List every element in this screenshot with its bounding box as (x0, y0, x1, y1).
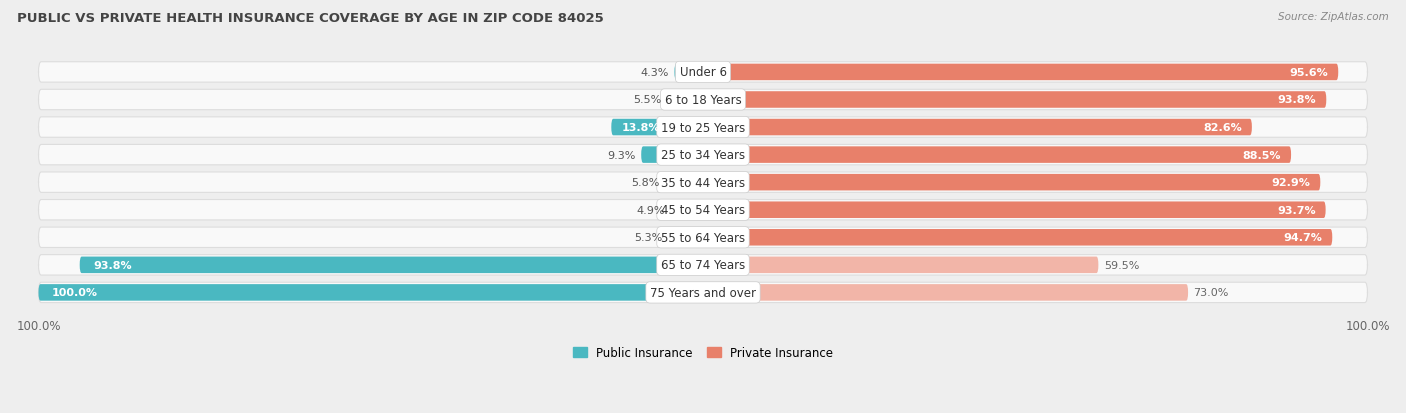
FancyBboxPatch shape (38, 200, 1368, 221)
Text: 25 to 34 Years: 25 to 34 Years (661, 149, 745, 162)
Text: 35 to 44 Years: 35 to 44 Years (661, 176, 745, 189)
Text: 19 to 25 Years: 19 to 25 Years (661, 121, 745, 134)
Text: 93.7%: 93.7% (1277, 205, 1316, 215)
FancyBboxPatch shape (38, 285, 703, 301)
Text: 5.5%: 5.5% (633, 95, 661, 105)
FancyBboxPatch shape (80, 257, 703, 273)
FancyBboxPatch shape (675, 64, 703, 81)
FancyBboxPatch shape (703, 64, 1339, 81)
Text: 4.3%: 4.3% (641, 68, 669, 78)
Text: 13.8%: 13.8% (621, 123, 659, 133)
FancyBboxPatch shape (703, 92, 1326, 109)
FancyBboxPatch shape (703, 147, 1291, 164)
Text: 100.0%: 100.0% (52, 288, 98, 298)
Text: PUBLIC VS PRIVATE HEALTH INSURANCE COVERAGE BY AGE IN ZIP CODE 84025: PUBLIC VS PRIVATE HEALTH INSURANCE COVER… (17, 12, 603, 25)
FancyBboxPatch shape (703, 202, 1326, 218)
Text: Source: ZipAtlas.com: Source: ZipAtlas.com (1278, 12, 1389, 22)
Text: 45 to 54 Years: 45 to 54 Years (661, 204, 745, 217)
FancyBboxPatch shape (612, 119, 703, 136)
Text: 5.8%: 5.8% (631, 178, 659, 188)
FancyBboxPatch shape (38, 173, 1368, 193)
Text: 55 to 64 Years: 55 to 64 Years (661, 231, 745, 244)
Text: 9.3%: 9.3% (607, 150, 636, 160)
FancyBboxPatch shape (641, 147, 703, 164)
FancyBboxPatch shape (668, 230, 703, 246)
Text: 93.8%: 93.8% (1278, 95, 1316, 105)
FancyBboxPatch shape (703, 174, 1320, 191)
FancyBboxPatch shape (38, 282, 1368, 303)
FancyBboxPatch shape (666, 92, 703, 109)
FancyBboxPatch shape (703, 230, 1333, 246)
Text: 88.5%: 88.5% (1243, 150, 1281, 160)
Text: 92.9%: 92.9% (1271, 178, 1310, 188)
FancyBboxPatch shape (38, 255, 1368, 275)
Legend: Public Insurance, Private Insurance: Public Insurance, Private Insurance (567, 340, 839, 365)
Text: 73.0%: 73.0% (1194, 288, 1229, 298)
Text: 82.6%: 82.6% (1204, 123, 1241, 133)
Text: 65 to 74 Years: 65 to 74 Years (661, 259, 745, 272)
FancyBboxPatch shape (38, 63, 1368, 83)
FancyBboxPatch shape (703, 285, 1188, 301)
FancyBboxPatch shape (671, 202, 703, 218)
FancyBboxPatch shape (703, 119, 1251, 136)
FancyBboxPatch shape (38, 90, 1368, 110)
Text: 75 Years and over: 75 Years and over (650, 286, 756, 299)
FancyBboxPatch shape (38, 118, 1368, 138)
Text: 5.3%: 5.3% (634, 233, 662, 243)
Text: Under 6: Under 6 (679, 66, 727, 79)
Text: 59.5%: 59.5% (1104, 260, 1139, 270)
FancyBboxPatch shape (665, 174, 703, 191)
Text: 4.9%: 4.9% (637, 205, 665, 215)
FancyBboxPatch shape (703, 257, 1098, 273)
FancyBboxPatch shape (38, 228, 1368, 248)
Text: 94.7%: 94.7% (1284, 233, 1322, 243)
Text: 93.8%: 93.8% (93, 260, 132, 270)
Text: 95.6%: 95.6% (1289, 68, 1329, 78)
FancyBboxPatch shape (38, 145, 1368, 165)
Text: 6 to 18 Years: 6 to 18 Years (665, 94, 741, 107)
